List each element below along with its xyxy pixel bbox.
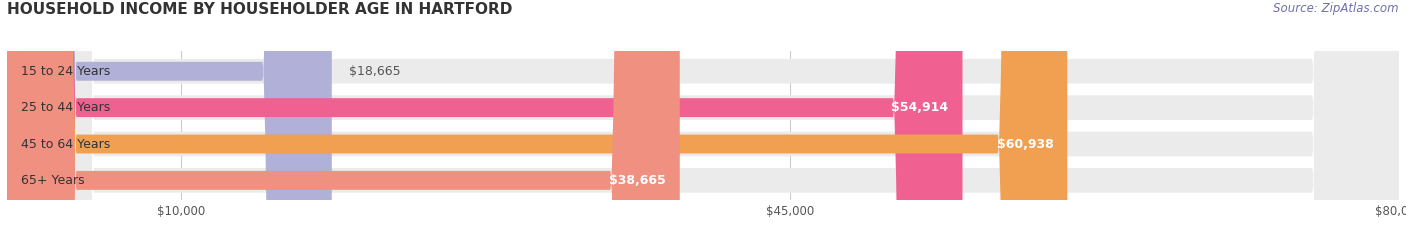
FancyBboxPatch shape <box>7 0 1399 233</box>
Text: Source: ZipAtlas.com: Source: ZipAtlas.com <box>1274 2 1399 15</box>
Text: $18,665: $18,665 <box>349 65 401 78</box>
Text: $60,938: $60,938 <box>997 137 1053 151</box>
FancyBboxPatch shape <box>7 0 1067 233</box>
FancyBboxPatch shape <box>7 0 332 233</box>
Text: $38,665: $38,665 <box>609 174 666 187</box>
Text: 15 to 24 Years: 15 to 24 Years <box>21 65 110 78</box>
FancyBboxPatch shape <box>7 0 679 233</box>
Text: 25 to 44 Years: 25 to 44 Years <box>21 101 110 114</box>
FancyBboxPatch shape <box>7 0 963 233</box>
FancyBboxPatch shape <box>7 0 1399 233</box>
Text: $54,914: $54,914 <box>891 101 949 114</box>
Text: 65+ Years: 65+ Years <box>21 174 84 187</box>
FancyBboxPatch shape <box>7 0 1399 233</box>
Text: HOUSEHOLD INCOME BY HOUSEHOLDER AGE IN HARTFORD: HOUSEHOLD INCOME BY HOUSEHOLDER AGE IN H… <box>7 2 512 17</box>
FancyBboxPatch shape <box>7 0 1399 233</box>
Text: 45 to 64 Years: 45 to 64 Years <box>21 137 110 151</box>
